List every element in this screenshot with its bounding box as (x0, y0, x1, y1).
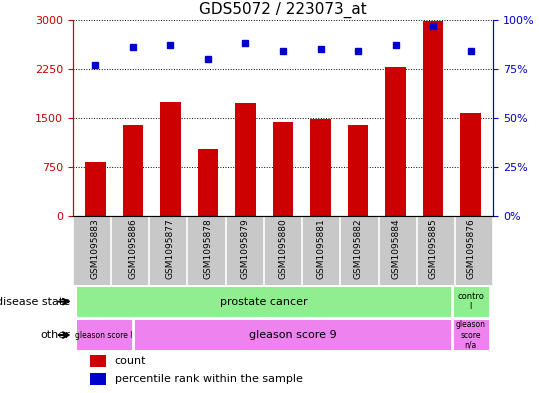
Bar (133, 320, 452, 350)
Text: GSM1095880: GSM1095880 (279, 218, 287, 279)
Bar (89, 373, 106, 385)
Text: count: count (115, 356, 146, 366)
Bar (452, 320, 489, 350)
Bar (77, 286, 452, 317)
Bar (273, 123, 293, 216)
Text: prostate cancer: prostate cancer (220, 297, 308, 307)
Text: percentile rank within the sample: percentile rank within the sample (115, 375, 303, 384)
Title: GDS5072 / 223073_at: GDS5072 / 223073_at (199, 2, 367, 18)
Text: GSM1095878: GSM1095878 (203, 218, 212, 279)
Bar (452, 286, 489, 317)
Bar (460, 113, 481, 216)
Bar (385, 68, 406, 216)
Bar (85, 162, 106, 216)
Bar (235, 103, 256, 216)
Text: GSM1095885: GSM1095885 (429, 218, 438, 279)
Text: other: other (40, 330, 70, 340)
Bar (89, 355, 106, 367)
Bar (77, 320, 133, 350)
Bar (122, 125, 143, 216)
Text: GSM1095882: GSM1095882 (354, 218, 363, 279)
Bar (348, 125, 368, 216)
Text: gleason score 9: gleason score 9 (248, 330, 336, 340)
Text: GSM1095883: GSM1095883 (91, 218, 100, 279)
Text: contro
l: contro l (457, 292, 484, 311)
Text: GSM1095876: GSM1095876 (466, 218, 475, 279)
Bar (198, 149, 218, 216)
Text: GSM1095881: GSM1095881 (316, 218, 325, 279)
Text: GSM1095879: GSM1095879 (241, 218, 250, 279)
Text: GSM1095886: GSM1095886 (128, 218, 137, 279)
Bar (310, 119, 331, 216)
Text: gleason score 8: gleason score 8 (75, 331, 135, 340)
Text: gleason
score
n/a: gleason score n/a (455, 320, 486, 350)
Text: GSM1095877: GSM1095877 (166, 218, 175, 279)
Text: disease state: disease state (0, 297, 70, 307)
Bar (160, 101, 181, 216)
Bar (423, 21, 444, 216)
Text: GSM1095884: GSM1095884 (391, 218, 400, 279)
